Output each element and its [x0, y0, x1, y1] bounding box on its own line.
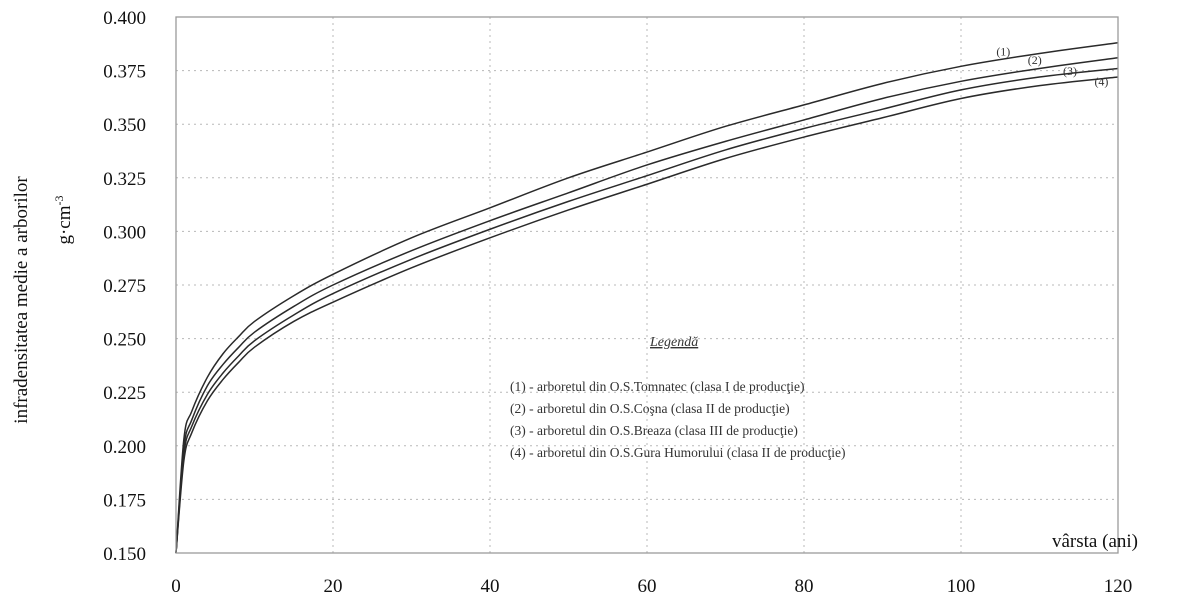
- y-axis-unit-base: g·cm: [54, 205, 75, 244]
- legend-entry: (2) - arboretul din O.S.Coşna (clasa II …: [510, 401, 790, 416]
- series-line-3: [175, 67, 1119, 554]
- y-tick-label: 0.250: [103, 330, 146, 351]
- y-tick-label: 0.200: [103, 437, 146, 458]
- y-axis-unit-superscript: -3: [52, 195, 66, 205]
- grid: [176, 17, 1118, 553]
- legend-title: Legendă: [649, 335, 698, 350]
- x-tick-label: 40: [481, 576, 500, 597]
- series-line-4: [175, 76, 1119, 554]
- x-tick-label: 60: [638, 576, 657, 597]
- y-tick-label: 0.300: [103, 222, 146, 243]
- x-tick-label: 100: [947, 576, 976, 597]
- series-line-1: [175, 41, 1119, 554]
- curve-label-4: (4): [1094, 75, 1108, 89]
- axes: 0.150 0.175 0.200 0.225 0.250 0.275 0.300 0.325…: [103, 8, 1132, 597]
- y-axis-unit: g·cm-3: [52, 195, 75, 244]
- x-tick-label: 0: [171, 576, 181, 597]
- y-tick-label: 0.275: [103, 276, 146, 297]
- x-tick-label: 20: [324, 576, 343, 597]
- legend: Legendă (1) - arboretul din O.S.Tomnatec …: [510, 335, 846, 460]
- y-axis-title: infradensitatea medie a arborilor: [11, 176, 32, 424]
- legend-entry: (3) - arboretul din O.S.Breaza (clasa II…: [510, 423, 798, 438]
- y-tick-label: 0.375: [103, 62, 146, 83]
- series-line-2: [175, 56, 1119, 554]
- y-tick-label: 0.350: [103, 115, 146, 136]
- curve-label-3: (3): [1063, 64, 1077, 78]
- x-tick-label: 120: [1104, 576, 1133, 597]
- legend-entry: (1) - arboretul din O.S.Tomnatec (clasa …: [510, 379, 804, 394]
- curve-label-1: (1): [996, 45, 1010, 59]
- y-tick-label: 0.175: [103, 490, 146, 511]
- legend-entry: (4) - arboretul din O.S.Gura Humorului (…: [510, 445, 846, 460]
- series-lines: (1) (2) (3) (4): [175, 41, 1119, 554]
- curve-label-2: (2): [1028, 53, 1042, 67]
- plot-frame: [175, 16, 1119, 554]
- y-tick-label: 0.325: [103, 169, 146, 190]
- x-axis-title: vârsta (ani): [1052, 531, 1138, 552]
- y-tick-label: 0.400: [103, 8, 146, 29]
- x-tick-label: 80: [795, 576, 814, 597]
- y-tick-label: 0.150: [103, 544, 146, 565]
- y-tick-label: 0.225: [103, 383, 146, 404]
